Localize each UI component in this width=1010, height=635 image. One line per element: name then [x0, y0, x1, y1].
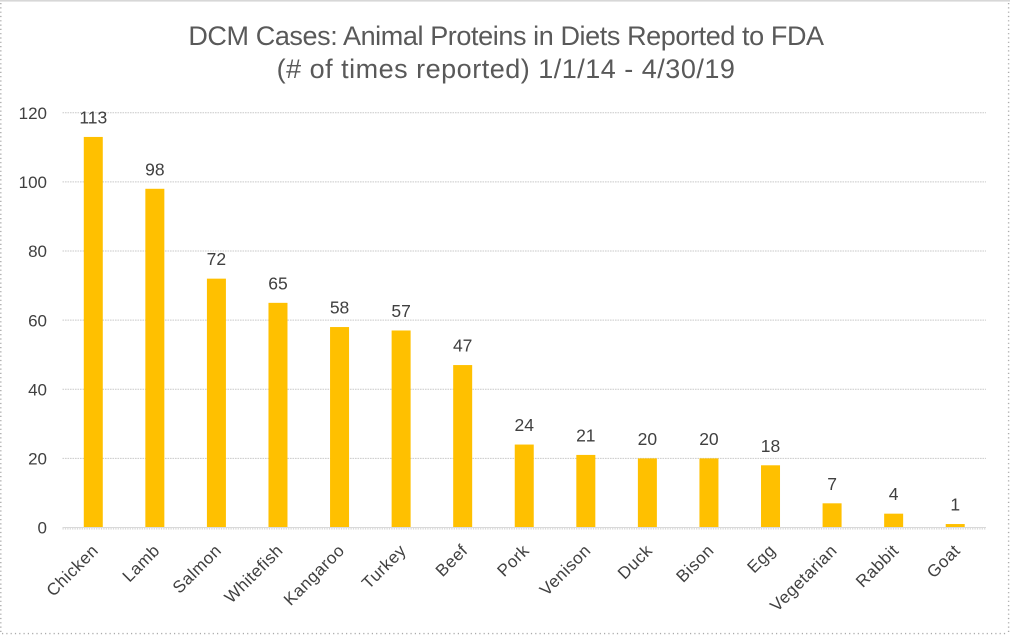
svg-text:80: 80: [28, 242, 47, 261]
svg-text:DCM Cases: Animal Proteins in: DCM Cases: Animal Proteins in Diets Repo…: [188, 21, 824, 51]
svg-text:7: 7: [827, 474, 837, 494]
svg-text:40: 40: [28, 380, 47, 399]
svg-text:4: 4: [889, 484, 899, 504]
svg-text:20: 20: [28, 450, 47, 469]
svg-text:60: 60: [28, 311, 47, 330]
svg-text:0: 0: [38, 519, 47, 538]
svg-text:18: 18: [761, 436, 780, 456]
svg-text:1: 1: [950, 495, 960, 515]
svg-text:24: 24: [515, 415, 535, 435]
svg-text:65: 65: [268, 273, 287, 293]
svg-text:47: 47: [453, 336, 472, 356]
svg-text:100: 100: [19, 173, 47, 192]
svg-text:21: 21: [576, 425, 595, 445]
svg-text:113: 113: [79, 107, 107, 127]
svg-text:120: 120: [19, 104, 47, 123]
svg-text:58: 58: [330, 298, 349, 318]
svg-text:20: 20: [638, 429, 658, 449]
svg-text:98: 98: [145, 159, 164, 179]
svg-text:72: 72: [207, 249, 226, 269]
svg-text:(# of times reported) 1/1/14 -: (# of times reported) 1/1/14 - 4/30/19: [277, 54, 736, 84]
svg-text:20: 20: [699, 429, 719, 449]
svg-text:57: 57: [391, 301, 410, 321]
